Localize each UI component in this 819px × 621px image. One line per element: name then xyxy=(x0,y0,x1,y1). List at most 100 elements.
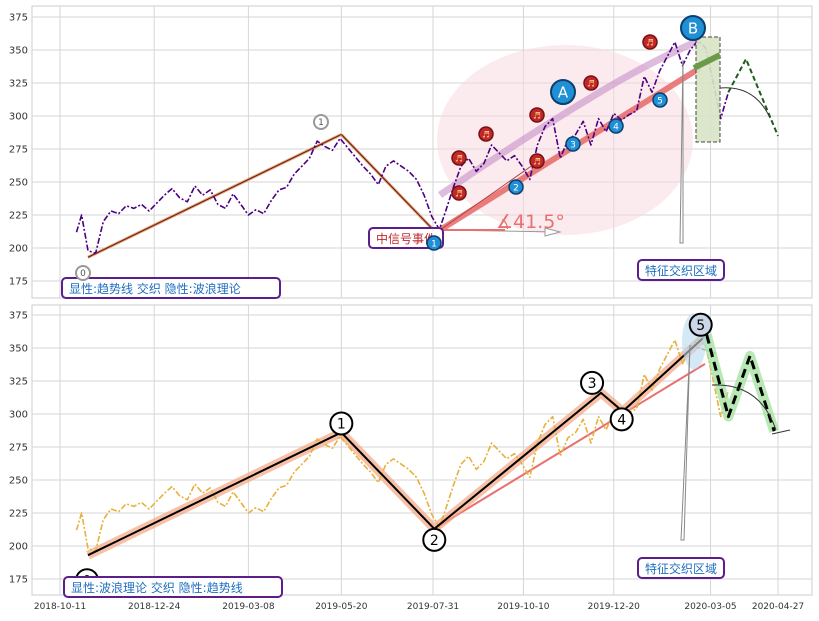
bottom-ytick-label: 175 xyxy=(9,575,28,586)
wave-node-4-circle xyxy=(609,407,634,432)
top-red-marker xyxy=(642,34,658,50)
top-ytick-label: 275 xyxy=(9,145,28,156)
top-red-marker-glyph: ♬ xyxy=(533,158,541,168)
top-red-marker-glyph: ♬ xyxy=(533,112,541,122)
bottom-feature-label-box xyxy=(637,557,725,579)
top-red-marker-glyph: ♬ xyxy=(587,80,595,90)
top-blue-marker xyxy=(565,136,581,152)
wave-node-2: 2 xyxy=(430,533,439,549)
bottom-support-trendline xyxy=(433,362,706,530)
top-glow-path xyxy=(438,36,702,198)
top-ytick-label: 250 xyxy=(9,178,28,189)
xtick-label: 2020-04-27 xyxy=(752,602,804,612)
top-trend-segment-inner xyxy=(340,134,435,232)
top-pointer-line xyxy=(679,59,684,244)
wave-node-2-circle xyxy=(422,527,447,552)
top-blue-marker xyxy=(426,235,442,251)
top-blue-marker-label: 5 xyxy=(657,97,663,107)
top-forecast-arc xyxy=(719,87,771,119)
wave-node-3: 3 xyxy=(588,376,597,392)
point-A-circle xyxy=(550,79,576,105)
wave-path xyxy=(87,334,708,557)
top-blue-marker-label: 3 xyxy=(570,141,576,151)
top-blue-marker xyxy=(508,179,524,195)
wave-node-5: 5 xyxy=(696,318,705,334)
bottom-panel: 175200225250275300325350375012345显性:波浪理论… xyxy=(9,304,813,612)
bottom-ytick-label: 225 xyxy=(9,509,28,520)
event-label-box xyxy=(368,227,444,249)
xtick-label: 2018-10-11 xyxy=(34,602,86,612)
top-blue-marker-label: 1 xyxy=(431,240,437,250)
top-red-marker xyxy=(451,150,467,166)
bottom-ytick-label: 300 xyxy=(9,410,28,421)
xtick-label: 2019-03-08 xyxy=(222,602,275,612)
top-red-marker xyxy=(478,126,494,142)
xtick-label: 2018-12-24 xyxy=(128,602,181,612)
top-blue-marker xyxy=(652,92,668,108)
bottom-caption-box xyxy=(63,576,283,598)
top-green-trend xyxy=(692,52,722,71)
top-blue-marker-label: 2 xyxy=(513,184,519,194)
top-ytick-label: 325 xyxy=(9,79,28,90)
wave-node-5-circle xyxy=(688,312,713,337)
top-red-marker xyxy=(529,107,545,123)
wave-node-3-circle xyxy=(580,370,605,395)
top-red-marker-glyph: ♬ xyxy=(455,190,463,200)
bottom-ytick-label: 375 xyxy=(9,311,28,322)
xtick-label: 2020-03-05 xyxy=(684,602,736,612)
top-ytick-label: 225 xyxy=(9,211,28,222)
bottom-ytick-label: 350 xyxy=(9,344,28,355)
top-panel: 175200225250275300325350375∡41.5°显性:趋势线 … xyxy=(9,5,813,299)
bottom-forecast-tick xyxy=(771,429,791,435)
top-trend-segment-inner xyxy=(87,134,342,258)
top-node-0-circle xyxy=(75,265,91,281)
bottom-pointer-line xyxy=(680,344,691,541)
wave-node-1: 1 xyxy=(337,417,346,433)
top-feature-rect xyxy=(695,36,721,143)
bottom-feature-label: 特征交织区域 xyxy=(645,561,717,576)
event-label: 中信号事件 xyxy=(376,231,436,246)
bottom-ytick-label: 275 xyxy=(9,443,28,454)
top-ytick-label: 375 xyxy=(9,13,28,24)
top-feature-label: 特征交织区域 xyxy=(645,263,717,278)
point-A: A xyxy=(558,83,569,101)
top-caption: 显性:趋势线 交织 隐性:波浪理论 xyxy=(69,281,241,296)
bottom-ytick-label: 250 xyxy=(9,476,28,487)
top-red-marker-glyph: ♬ xyxy=(455,155,463,165)
top-ytick-label: 350 xyxy=(9,46,28,57)
top-forecast-line xyxy=(727,56,779,137)
top-red-marker xyxy=(529,153,545,169)
top-node-1-circle xyxy=(313,114,329,130)
angle-arrowhead xyxy=(544,227,562,237)
price-line xyxy=(75,40,730,255)
top-caption-box xyxy=(61,277,281,299)
angle-label: ∡41.5° xyxy=(496,211,565,233)
top-ytick-label: 300 xyxy=(9,112,28,123)
top-node-1: 1 xyxy=(318,118,324,128)
forecast-path xyxy=(705,334,776,432)
xtick-label: 2019-05-20 xyxy=(315,602,368,612)
top-red-marker-glyph: ♬ xyxy=(482,131,490,141)
wave-node-4: 4 xyxy=(617,412,626,428)
bottom-ytick-label: 325 xyxy=(9,377,28,388)
point-B: B xyxy=(688,19,698,37)
bottom-caption: 显性:波浪理论 交织 隐性:趋势线 xyxy=(71,580,243,595)
top-feature-label-box xyxy=(637,259,725,281)
top-red-marker xyxy=(583,75,599,91)
xtick-label: 2019-10-10 xyxy=(497,602,550,612)
xtick-label: 2019-07-31 xyxy=(407,602,459,612)
top-blue-marker-label: 4 xyxy=(613,123,619,133)
bottom-ytick-label: 200 xyxy=(9,542,28,553)
point-B-circle xyxy=(680,15,706,41)
top-red-marker xyxy=(451,185,467,201)
top-ytick-label: 200 xyxy=(9,244,28,255)
xtick-label: 2019-12-20 xyxy=(588,602,641,612)
top-blue-marker xyxy=(608,118,624,134)
top-upper-trendline xyxy=(439,159,541,231)
top-red-marker-glyph: ♬ xyxy=(646,39,654,49)
wave-node-1-circle xyxy=(329,411,354,436)
top-ytick-label: 175 xyxy=(9,277,28,288)
bottom-forecast-arc xyxy=(711,384,777,431)
